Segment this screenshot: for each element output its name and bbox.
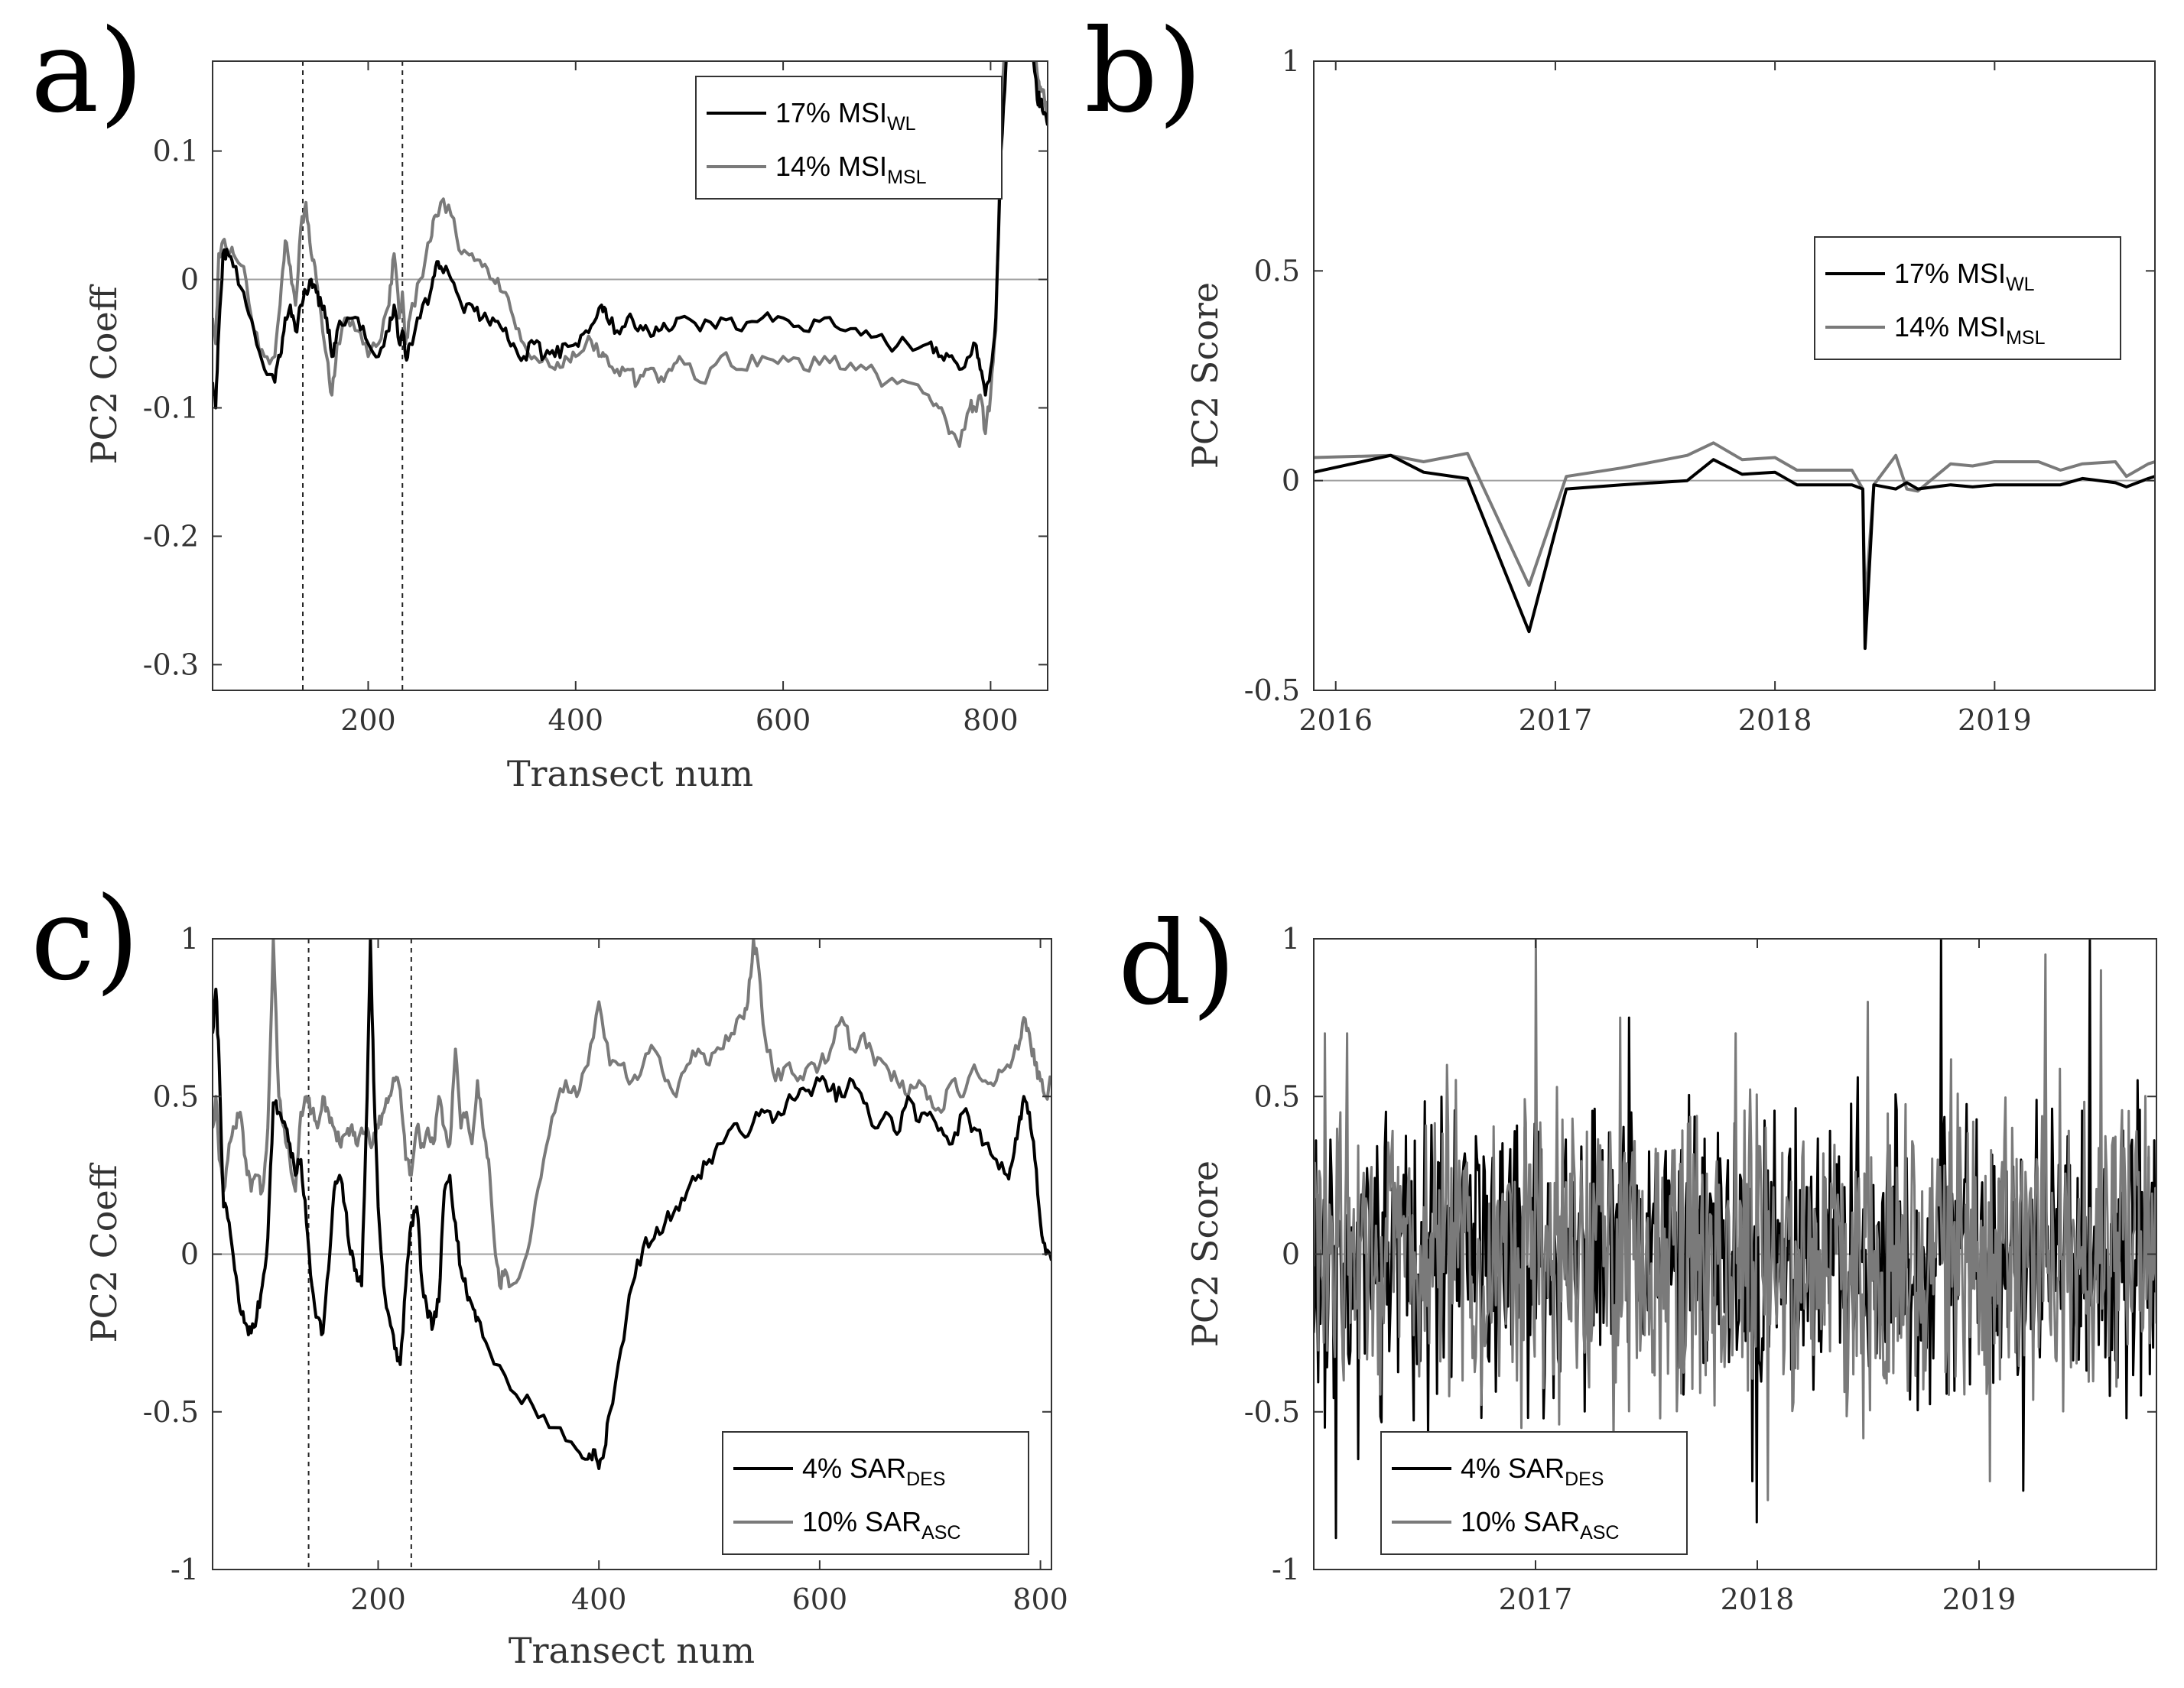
y-tick-label: -0.3 xyxy=(143,648,199,681)
panel-label-b: b) xyxy=(1084,5,1203,138)
panel-c: c) 200 400 600 800 1 0.5 0 -0.5 -1 4% SARDES 10% S… xyxy=(31,873,1068,1671)
axes-box xyxy=(212,60,1048,691)
y-tick-label: -0.5 xyxy=(143,1395,199,1429)
legend-name: 4% SAR xyxy=(1461,1453,1565,1484)
y-tick-label: 0 xyxy=(1282,1238,1300,1271)
x-axis-title-c: Transect num xyxy=(509,1630,755,1671)
y-tick-label: -0.1 xyxy=(143,391,199,424)
x-tick-label: 200 xyxy=(350,1582,406,1616)
series-line-msl xyxy=(213,61,1048,448)
legend-name: 10% SAR xyxy=(1461,1506,1580,1537)
y-tick-label: -0.5 xyxy=(1244,674,1300,707)
legend-entry: 10% SARASC xyxy=(802,1506,960,1544)
y-tick-label: 0 xyxy=(180,263,199,297)
panel-a: a) 200 400 600 800 0.1 0 -0.1 -0.2 -0.3 17% MSIWL… xyxy=(31,5,1048,794)
legend-box xyxy=(1814,236,2121,360)
legend-entry: 17% MSIWL xyxy=(775,97,916,135)
x-tick-label: 200 xyxy=(340,703,396,737)
series-line-asc xyxy=(213,939,1051,1290)
legend-subscript: ASC xyxy=(921,1522,960,1544)
y-axis-title-c: PC2 Coeff xyxy=(83,1162,125,1342)
y-tick-label: 0 xyxy=(180,1238,199,1271)
series-line-asc xyxy=(1314,939,2156,1501)
x-tick-label: 600 xyxy=(792,1582,848,1616)
y-tick-label: -1 xyxy=(171,1553,199,1586)
legend-name: 14% MSI xyxy=(1894,311,2006,342)
x-axis-title-a: Transect num xyxy=(507,753,753,794)
plot-d: 2017 2018 2019 1 0.5 0 -0.5 -1 4% SARDES 10% SARA… xyxy=(1244,922,2157,1616)
legend-box xyxy=(722,1431,1029,1555)
panel-label-d: d) xyxy=(1118,898,1237,1031)
y-tick-label: 0.5 xyxy=(1254,254,1300,287)
legend-name: 10% SAR xyxy=(802,1506,921,1537)
legend-subscript: WL xyxy=(2006,274,2035,295)
legend-entry: 14% MSIMSL xyxy=(1894,311,2046,349)
legend-subscript: MSL xyxy=(2006,327,2046,349)
y-tick-label: 0.1 xyxy=(153,135,199,168)
plot-c: 200 400 600 800 1 0.5 0 -0.5 -1 4% SARDES 10% SARA… xyxy=(143,922,1068,1616)
y-tick-label: -0.5 xyxy=(1244,1395,1300,1429)
x-tick-label: 2016 xyxy=(1298,703,1373,737)
axes-box xyxy=(1313,60,2156,691)
x-tick-label: 400 xyxy=(571,1582,627,1616)
legend-entry: 4% SARDES xyxy=(802,1453,945,1490)
legend-entry: 10% SARASC xyxy=(1461,1506,1619,1544)
legend-name: 14% MSI xyxy=(775,151,887,182)
y-tick-label: 1 xyxy=(180,922,199,956)
y-tick-label: 0 xyxy=(1282,464,1300,498)
y-tick-label: -0.2 xyxy=(143,519,199,553)
legend-subscript: MSL xyxy=(887,167,927,188)
series-line-wl xyxy=(1314,453,2155,651)
y-tick-label: 1 xyxy=(1282,922,1300,956)
legend-name: 17% MSI xyxy=(775,97,887,128)
x-tick-label: 2019 xyxy=(1942,1582,2017,1616)
legend-box xyxy=(1380,1431,1688,1555)
x-tick-label: 600 xyxy=(756,703,811,737)
legend-subscript: WL xyxy=(887,113,916,135)
y-tick-label: 0.5 xyxy=(153,1079,199,1113)
y-tick-label: -1 xyxy=(1272,1553,1300,1586)
series-line-wl xyxy=(213,61,1048,410)
legend-subscript: ASC xyxy=(1580,1522,1619,1544)
x-tick-label: 800 xyxy=(963,703,1019,737)
x-tick-label: 2018 xyxy=(1738,703,1812,737)
y-tick-label: 0.5 xyxy=(1254,1079,1300,1113)
y-tick-label: 1 xyxy=(1282,44,1300,78)
legend-name: 4% SAR xyxy=(802,1453,906,1484)
legend-entry: 4% SARDES xyxy=(1461,1453,1604,1490)
legend-name: 17% MSI xyxy=(1894,258,2006,289)
legend: 4% SARDES 10% SARASC xyxy=(722,1431,1029,1555)
y-axis-title-d: PC2 Score xyxy=(1185,1160,1226,1347)
legend-subscript: DES xyxy=(906,1469,945,1490)
legend-entry: 14% MSIMSL xyxy=(775,151,927,188)
panel-label-a: a) xyxy=(31,5,144,138)
legend-subscript: DES xyxy=(1565,1469,1604,1490)
legend-entry: 17% MSIWL xyxy=(1894,258,2035,295)
x-tick-label: 2017 xyxy=(1519,703,1593,737)
x-tick-label: 2017 xyxy=(1499,1582,1573,1616)
legend: 4% SARDES 10% SARASC xyxy=(1380,1431,1688,1555)
panel-d: d) 2017 2018 2019 1 0.5 0 -0.5 -1 4% SARDES 10% S… xyxy=(1118,898,2157,1616)
series-line-des xyxy=(213,939,1051,1470)
x-tick-label: 400 xyxy=(548,703,604,737)
x-tick-label: 2018 xyxy=(1721,1582,1795,1616)
panel-label-c: c) xyxy=(31,873,140,1006)
y-axis-title-a: PC2 Coeff xyxy=(83,284,125,464)
x-tick-label: 2019 xyxy=(1958,703,2032,737)
y-axis-title-b: PC2 Score xyxy=(1185,282,1226,469)
x-tick-label: 800 xyxy=(1012,1582,1068,1616)
legend-box xyxy=(695,76,1003,200)
